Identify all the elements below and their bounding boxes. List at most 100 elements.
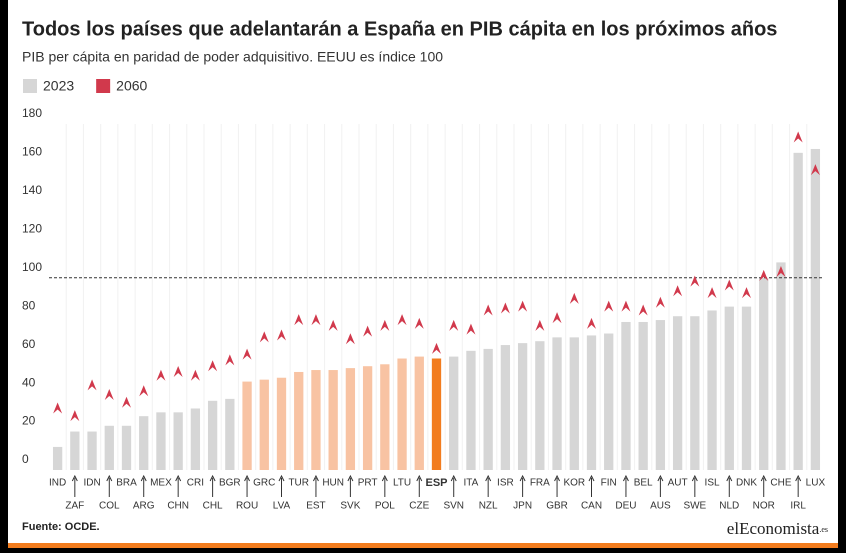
y-tick-label: 100 (22, 260, 42, 274)
x-tick-label: ROU (236, 501, 258, 512)
caret-marker (707, 287, 717, 299)
x-tick-label: POL (375, 501, 395, 512)
x-tick-label: TUR (288, 478, 309, 489)
label-pointer-head (760, 474, 767, 482)
bar (207, 400, 218, 470)
chart-title: Todos los países que adelantarán a Españ… (22, 18, 777, 40)
bar (156, 412, 166, 470)
x-tick-label: GBR (546, 501, 568, 512)
bar (638, 321, 648, 470)
caret-marker (810, 164, 820, 176)
caret-marker (294, 314, 304, 326)
caret-marker (621, 300, 631, 312)
caret-marker (483, 304, 493, 316)
bar (483, 348, 493, 470)
x-tick-label: DEU (615, 501, 636, 512)
label-pointer-head (347, 474, 354, 482)
label-pointer-head (450, 474, 457, 482)
caret-marker (535, 319, 545, 331)
bar (52, 446, 63, 470)
bar (276, 377, 287, 470)
label-pointer-head (381, 474, 388, 482)
bar (586, 335, 597, 470)
bar (328, 370, 338, 470)
bar (724, 306, 734, 470)
x-tick-label: LTU (393, 478, 411, 489)
caret-marker (156, 369, 166, 381)
bar (707, 310, 717, 470)
caret-marker (363, 325, 373, 337)
caret-marker (673, 285, 683, 297)
label-pointer-head (691, 474, 698, 482)
y-tick-label: 0 (22, 452, 29, 466)
x-tick-label: SVK (340, 501, 360, 512)
bar (173, 412, 183, 470)
footer-bar (8, 543, 838, 548)
x-tick-label: MEX (150, 478, 172, 489)
x-tick-label: CZE (409, 501, 429, 512)
bar (621, 321, 631, 470)
bar (70, 431, 80, 470)
caret-marker (345, 333, 355, 345)
x-tick-label: LUX (806, 478, 826, 489)
label-pointer-head (554, 474, 561, 482)
x-tick-label: NZL (479, 501, 498, 512)
legend-label: 2060 (116, 78, 147, 94)
x-tick-label: CRI (187, 478, 204, 489)
caret-marker (449, 319, 459, 331)
caret-marker (742, 287, 751, 299)
caret-marker (139, 385, 149, 397)
bar (466, 350, 476, 470)
bar (104, 425, 114, 470)
bar (759, 277, 769, 470)
x-tick-label: CHL (203, 501, 223, 512)
bar (87, 431, 97, 470)
caret-marker (432, 342, 441, 354)
label-pointer-head (588, 474, 595, 482)
x-tick-label: COL (99, 501, 120, 512)
x-tick-label: ZAF (65, 501, 84, 512)
x-tick-label: FRA (530, 478, 550, 489)
y-tick-label: 140 (22, 183, 42, 197)
brand-suffix: .es (819, 525, 828, 534)
x-tick-label: LVA (273, 501, 291, 512)
x-tick-label: GRC (253, 478, 275, 489)
y-tick-label: 40 (22, 375, 36, 389)
source: Fuente: OCDE. (22, 521, 100, 533)
bar (259, 379, 269, 470)
bar (655, 320, 666, 470)
x-tick-label: PRT (358, 478, 378, 489)
bar (311, 370, 321, 470)
x-tick-label: HUN (322, 478, 344, 489)
caret-marker (500, 302, 510, 314)
caret-marker (759, 269, 769, 281)
caret-marker (242, 348, 252, 360)
caret-marker (776, 266, 786, 278)
x-tick-label: IDN (83, 478, 100, 489)
x-tick-label: AUS (650, 501, 671, 512)
x-tick-label: NLD (719, 501, 739, 512)
bar (517, 343, 528, 470)
caret-marker (208, 360, 218, 372)
caret-marker (569, 292, 579, 304)
caret-marker (690, 275, 700, 287)
y-tick-label: 160 (22, 145, 42, 159)
x-tick-label: JPN (513, 501, 532, 512)
caret-marker (173, 365, 183, 377)
label-pointer-head (726, 474, 733, 482)
caret-marker (53, 402, 63, 414)
x-tick-label: FIN (601, 478, 617, 489)
bar (776, 262, 786, 470)
x-tick-label: ARG (133, 501, 155, 512)
x-tick-label: KOR (563, 478, 585, 489)
bar (294, 371, 304, 470)
label-pointer-head (71, 474, 78, 482)
y-tick-label: 180 (22, 106, 42, 120)
x-tick-label: ISR (497, 478, 514, 489)
caret-marker (104, 389, 114, 401)
y-tick-label: 80 (22, 298, 36, 312)
caret-marker (277, 329, 286, 341)
bar (552, 337, 562, 470)
